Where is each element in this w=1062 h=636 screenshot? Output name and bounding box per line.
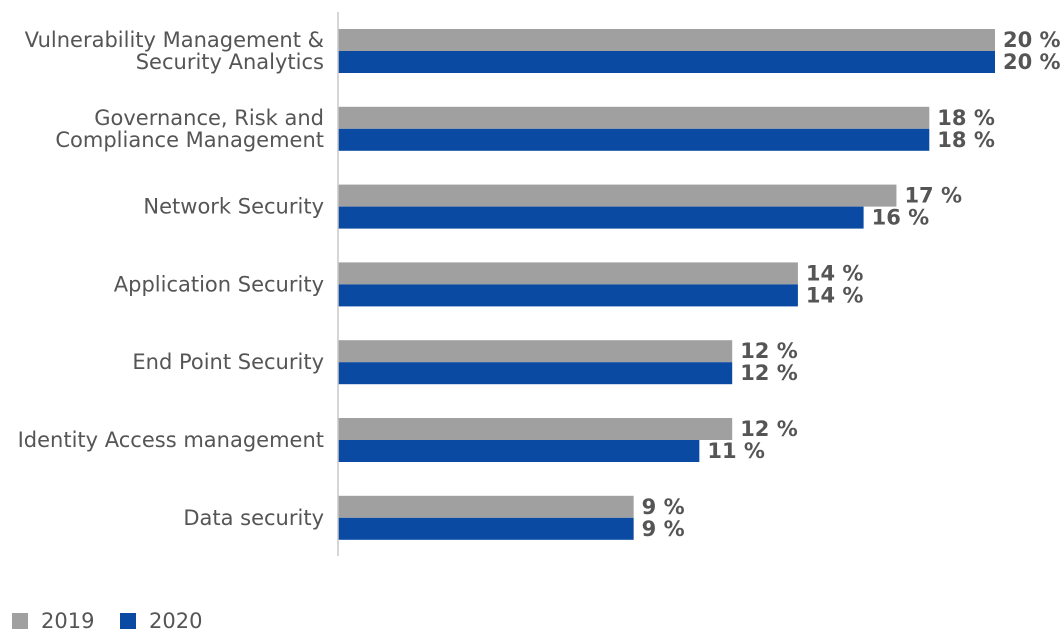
bar-2020-1	[338, 128, 930, 151]
data-label-2019-1: 18 %	[937, 106, 995, 130]
bar-2019-0	[338, 29, 995, 51]
bar-2019-1	[338, 106, 930, 129]
bar-2019-5	[338, 418, 733, 440]
data-label-2019-5: 12 %	[740, 417, 798, 441]
category-label-4: End Point Security	[132, 350, 324, 374]
bar-2019-4	[338, 340, 733, 363]
data-label-2020-6: 9 %	[642, 517, 685, 541]
category-label-6: Data security	[183, 506, 324, 530]
category-label-0: Vulnerability Management & Security Analy…	[25, 28, 324, 74]
category-label-5: Identity Access management	[18, 428, 324, 452]
bar-2019-3	[338, 262, 798, 285]
legend-swatch-2020	[120, 613, 136, 629]
bar-2020-2	[338, 206, 864, 229]
legend-swatch-2019	[12, 613, 28, 629]
legend: 2019 2020	[12, 609, 202, 633]
bar-2020-5	[338, 440, 700, 462]
bar-2019-2	[338, 184, 897, 207]
bar-2020-3	[338, 284, 798, 307]
bar-2020-6	[338, 517, 634, 540]
category-label-2: Network Security	[143, 195, 324, 219]
bar-2019-6	[338, 495, 634, 518]
bar-2020-4	[338, 362, 733, 385]
data-label-2019-3: 14 %	[806, 261, 864, 285]
data-label-2020-3: 14 %	[806, 283, 864, 307]
data-label-2020-5: 11 %	[707, 439, 765, 463]
data-label-2020-2: 16 %	[872, 206, 930, 230]
labels-layer: 20 %20 % Vulnerability Management & Securi…	[18, 28, 1061, 541]
data-label-2020-4: 12 %	[740, 361, 798, 385]
data-label-2019-2: 17 %	[904, 184, 962, 208]
category-label-1: Governance, Risk and Compliance Managemen…	[55, 106, 324, 152]
data-label-2020-0: 20 %	[1003, 50, 1061, 74]
category-label-3: Application Security	[114, 272, 324, 296]
bar-2020-0	[338, 51, 995, 73]
data-label-2019-6: 9 %	[642, 495, 685, 519]
legend-label-2019: 2019	[41, 609, 94, 633]
bars-layer	[338, 29, 995, 540]
data-label-2019-0: 20 %	[1003, 28, 1061, 52]
legend-label-2020: 2020	[149, 609, 202, 633]
data-label-2020-1: 18 %	[937, 128, 995, 152]
data-label-2019-4: 12 %	[740, 339, 798, 363]
